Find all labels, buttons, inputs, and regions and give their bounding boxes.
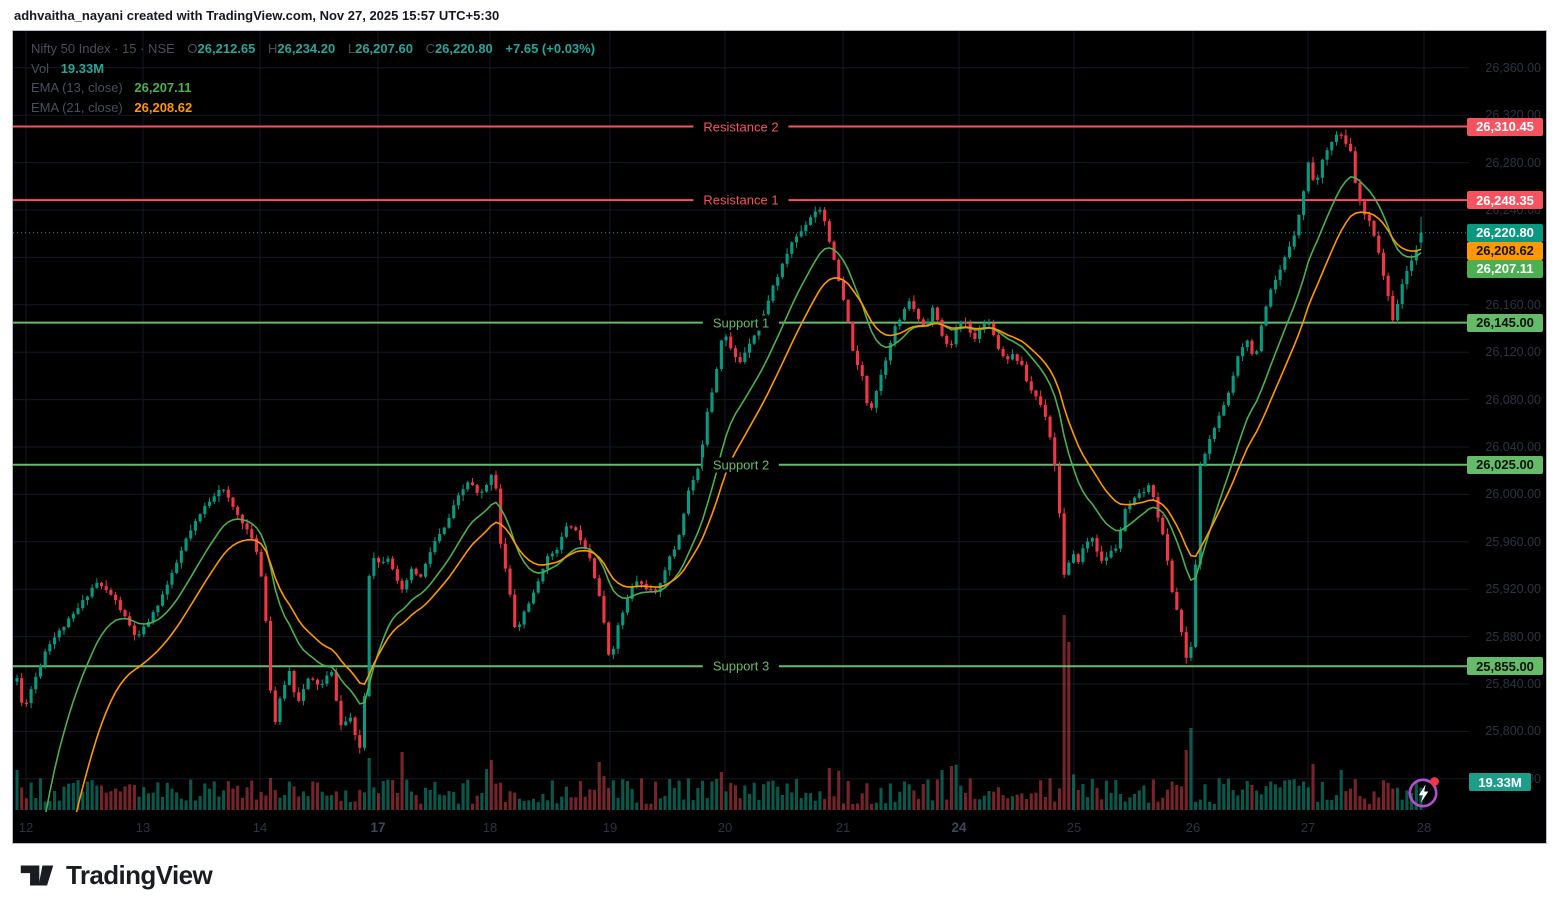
level-price-badge-2631045: 26,310.45 — [1467, 117, 1543, 136]
chart-window: Nifty 50 Index · 15 · NSE O26,212.65 H26… — [12, 30, 1547, 844]
time-axis-label-28: 28 — [1416, 820, 1432, 835]
time-axis-label-25: 25 — [1066, 820, 1082, 835]
level-label-support-2: Support 2 — [702, 457, 780, 473]
attribution-bar: adhvaitha_nayani created with TradingVie… — [0, 0, 1559, 30]
price-axis-label: 25,920.00 — [1485, 582, 1541, 597]
level-price-badge-2585500: 25,855.00 — [1467, 657, 1543, 676]
time-axis-label-21: 21 — [835, 820, 851, 835]
level-price-badge-2602500: 26,025.00 — [1467, 455, 1543, 474]
tradingview-wordmark[interactable]: TradingView — [66, 859, 213, 890]
last-price-badge: 26,220.80 — [1467, 223, 1543, 242]
price-axis-label: 26,280.00 — [1485, 155, 1541, 170]
time-axis[interactable]: 12 13 14 17 18 19 20 21 24 25 26 27 28 — [13, 812, 1465, 843]
price-axis-label: 25,800.00 — [1485, 724, 1541, 739]
time-axis-label-26: 26 — [1185, 820, 1201, 835]
time-axis-label-12: 12 — [18, 820, 34, 835]
time-axis-label-18: 18 — [482, 820, 498, 835]
level-label-resistance-2: Resistance 2 — [693, 119, 789, 135]
flash-boost-button[interactable] — [1407, 775, 1441, 809]
price-axis[interactable]: 26,360.00 26,320.00 26,280.00 26,240.00 26,1… — [1465, 31, 1546, 812]
level-label-support-1: Support 1 — [702, 315, 780, 331]
price-axis-label: 26,080.00 — [1485, 392, 1541, 407]
flash-circle-icon — [1408, 778, 1438, 808]
notification-dot-icon — [1430, 777, 1439, 786]
price-axis-label: 25,840.00 — [1485, 677, 1541, 691]
time-axis-label-14: 14 — [252, 820, 268, 835]
time-axis-label-24: 24 — [951, 820, 967, 835]
volume-badge: 19.33M — [1469, 773, 1531, 791]
price-axis-label: 25,960.00 — [1485, 534, 1541, 549]
level-label-resistance-1: Resistance 1 — [693, 192, 789, 208]
level-price-badge-2614500: 26,145.00 — [1467, 313, 1543, 332]
tradingview-logo-icon[interactable] — [20, 862, 54, 889]
price-axis-label: 26,160.00 — [1485, 297, 1541, 312]
level-label-support-3: Support 3 — [702, 658, 780, 674]
price-axis-label: 26,360.00 — [1485, 60, 1541, 75]
price-axis-label: 25,880.00 — [1485, 629, 1541, 644]
time-axis-label-27: 27 — [1300, 820, 1316, 835]
price-axis-label: 26,120.00 — [1485, 345, 1541, 360]
ema13-price-badge: 26,207.11 — [1467, 259, 1543, 278]
page-footer: TradingView — [0, 844, 1559, 906]
price-axis-label: 26,000.00 — [1485, 487, 1541, 502]
lightning-bolt-icon — [1418, 784, 1429, 803]
time-axis-label-13: 13 — [135, 820, 151, 835]
price-chart-canvas[interactable] — [13, 31, 1546, 843]
time-axis-label-17: 17 — [370, 820, 386, 835]
level-price-badge-2624835: 26,248.35 — [1467, 191, 1543, 210]
time-axis-label-20: 20 — [717, 820, 733, 835]
ema21-price-badge: 26,208.62 — [1467, 241, 1543, 260]
attribution-text: adhvaitha_nayani created with TradingVie… — [14, 7, 500, 23]
time-axis-label-19: 19 — [602, 820, 618, 835]
price-axis-label: 26,040.00 — [1485, 440, 1541, 454]
